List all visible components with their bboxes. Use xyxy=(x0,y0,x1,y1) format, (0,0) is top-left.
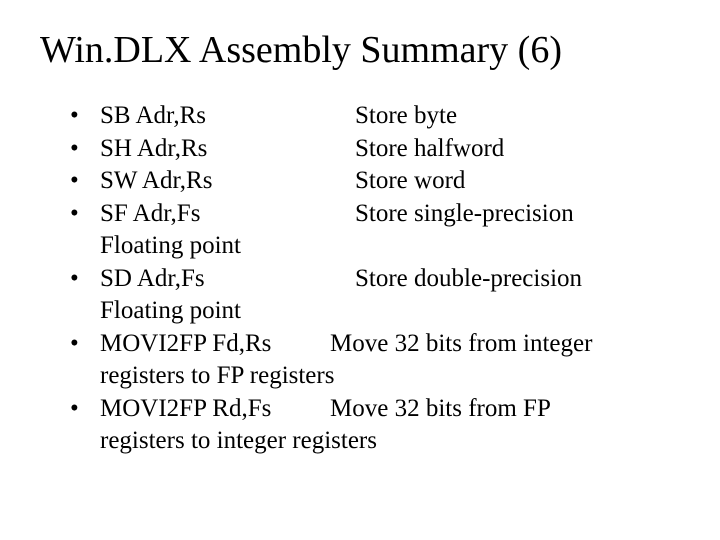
instruction-description: Store word xyxy=(355,167,465,194)
bullet-row: SB Adr,RsStore byte xyxy=(100,100,680,133)
bullet-item: SF Adr,FsStore single-precisionFloating … xyxy=(70,198,680,263)
slide-title: Win.DLX Assembly Summary (6) xyxy=(40,28,680,72)
instruction-mnemonic: MOVI2FP Fd,Rs xyxy=(100,328,330,361)
bullet-item: MOVI2FP Fd,RsMove 32 bits from integerre… xyxy=(70,328,680,393)
bullet-row: SH Adr,RsStore halfword xyxy=(100,133,680,166)
instruction-mnemonic: MOVI2FP Rd,Fs xyxy=(100,393,330,426)
bullet-row: MOVI2FP Fd,RsMove 32 bits from integer xyxy=(100,328,680,361)
instruction-description: Store double-precision xyxy=(355,265,582,292)
instruction-mnemonic: SD Adr,Fs xyxy=(100,263,355,296)
instruction-description-cont: registers to integer registers xyxy=(100,425,680,458)
bullet-item: MOVI2FP Rd,FsMove 32 bits from FPregiste… xyxy=(70,393,680,458)
instruction-description-cont: Floating point xyxy=(100,230,680,263)
instruction-description: Store byte xyxy=(355,102,457,129)
instruction-mnemonic: SW Adr,Rs xyxy=(100,165,355,198)
bullet-row: MOVI2FP Rd,FsMove 32 bits from FP xyxy=(100,393,680,426)
bullet-row: SD Adr,FsStore double-precision xyxy=(100,263,680,296)
instruction-description-cont: Floating point xyxy=(100,295,680,328)
instruction-mnemonic: SF Adr,Fs xyxy=(100,198,355,231)
bullet-row: SW Adr,RsStore word xyxy=(100,165,680,198)
bullet-item: SD Adr,FsStore double-precisionFloating … xyxy=(70,263,680,328)
bullet-list: SB Adr,RsStore byteSH Adr,RsStore halfwo… xyxy=(70,100,680,458)
bullet-row: SF Adr,FsStore single-precision xyxy=(100,198,680,231)
bullet-item: SB Adr,RsStore byte xyxy=(70,100,680,133)
instruction-mnemonic: SB Adr,Rs xyxy=(100,100,355,133)
bullet-item: SH Adr,RsStore halfword xyxy=(70,133,680,166)
instruction-description-cont: registers to FP registers xyxy=(100,360,680,393)
instruction-mnemonic: SH Adr,Rs xyxy=(100,133,355,166)
slide: Win.DLX Assembly Summary (6) SB Adr,RsSt… xyxy=(0,0,720,540)
instruction-description: Move 32 bits from FP xyxy=(330,395,551,422)
bullet-item: SW Adr,RsStore word xyxy=(70,165,680,198)
instruction-description: Store single-precision xyxy=(355,200,574,227)
instruction-description: Move 32 bits from integer xyxy=(330,330,592,357)
instruction-description: Store halfword xyxy=(355,135,504,162)
